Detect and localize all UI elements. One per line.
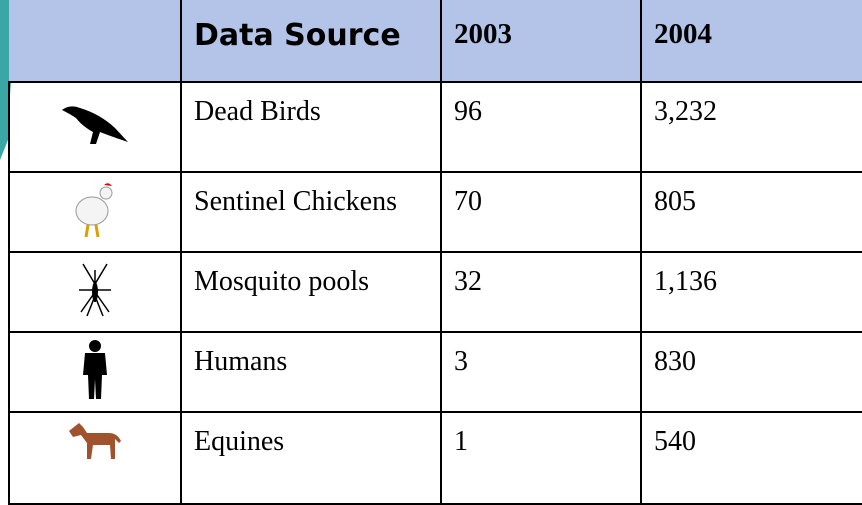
- cell-text: 805: [654, 186, 696, 217]
- cell: 830: [640, 331, 862, 413]
- table-row: Humans 3 830: [8, 331, 862, 413]
- cell: Sentinel Chickens: [180, 171, 442, 253]
- human-icon: [83, 339, 107, 399]
- icon-cell: [8, 171, 182, 253]
- cell: 805: [640, 171, 862, 253]
- cell-text: 70: [454, 186, 482, 217]
- header-text: Data Source: [194, 18, 401, 53]
- cell: 96: [440, 81, 642, 173]
- table-row: Equines 1 540: [8, 411, 862, 505]
- table-row: Mosquito pools 32 1,136: [8, 251, 862, 333]
- cell-text: 32: [454, 266, 482, 297]
- cell: 32: [440, 251, 642, 333]
- table-row: Sentinel Chickens 70 805: [8, 171, 862, 253]
- cell: Dead Birds: [180, 81, 442, 173]
- cell-text: Dead Birds: [194, 96, 321, 127]
- table-row: Dead Birds 96 3,232: [8, 81, 862, 173]
- header-cell: 2004: [640, 0, 862, 83]
- cell-text: 1: [454, 426, 468, 457]
- chicken-icon: [75, 182, 113, 237]
- header-text: 2003: [454, 18, 512, 50]
- cell: 3: [440, 331, 642, 413]
- cell: 1,136: [640, 251, 862, 333]
- mosquito-icon: [79, 263, 111, 316]
- cell: 540: [640, 411, 862, 505]
- bird-icon: [62, 105, 128, 144]
- data-table: Data Source 2003 2004 Dead Birds 96 3,23…: [8, 0, 862, 505]
- cell-text: 1,136: [654, 266, 717, 297]
- icon-cell: [8, 251, 182, 333]
- header-empty: [9, 0, 182, 83]
- icon-cell: [8, 81, 182, 173]
- cell-text: Sentinel Chickens: [194, 186, 397, 217]
- cell: Equines: [180, 411, 442, 505]
- horse-icon: [69, 423, 121, 459]
- cell-text: Humans: [194, 346, 288, 377]
- cell-text: Equines: [194, 426, 285, 457]
- cell-text: 3,232: [654, 96, 717, 127]
- cell-text: 3: [454, 346, 468, 377]
- cell-text: 830: [654, 346, 696, 377]
- cell: Humans: [180, 331, 442, 413]
- cell-text: Mosquito pools: [194, 266, 370, 297]
- cell: 1: [440, 411, 642, 505]
- header-text: 2004: [654, 18, 712, 50]
- header-cell: 2003: [440, 0, 642, 83]
- icon-cell: [8, 331, 182, 413]
- cell: 70: [440, 171, 642, 253]
- icon-cell: [8, 411, 182, 505]
- cell-text: 96: [454, 96, 482, 127]
- table-header: Data Source 2003 2004: [9, 0, 862, 83]
- cell-text: 540: [654, 426, 696, 457]
- header-cell: Data Source: [180, 0, 442, 83]
- cell: Mosquito pools: [180, 251, 442, 333]
- cell: 3,232: [640, 81, 862, 173]
